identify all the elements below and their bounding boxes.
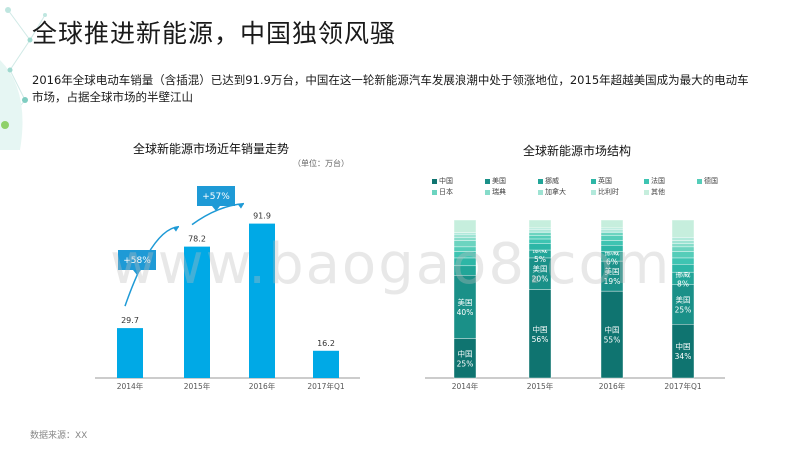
tick-label: 2015年 <box>184 381 211 391</box>
segment-label: 25% <box>675 306 692 315</box>
stack-segment <box>671 251 695 259</box>
stack-segment <box>671 243 695 248</box>
stack-segment <box>600 219 624 229</box>
segment-label: 25% <box>457 359 474 368</box>
tick-label: 2015年 <box>527 381 554 391</box>
tick-label: 2016年 <box>599 381 626 391</box>
left-chart-title: 全球新能源市场近年销量走势 <box>133 142 290 156</box>
legend-swatch <box>432 189 437 195</box>
data-label: 91.9 <box>253 212 271 221</box>
segment-label: 中国 <box>458 348 473 358</box>
stack-segment <box>453 338 477 379</box>
segment-label: 中国 <box>676 341 691 351</box>
legend-item: 挪威 <box>538 176 559 186</box>
segment-label: 中国 <box>533 324 548 334</box>
watermark-text: www.baogao8.com <box>110 232 672 297</box>
stack-segment <box>671 284 695 325</box>
tick-label: 2017年Q1 <box>307 381 344 391</box>
legend-item: 比利时 <box>591 187 619 197</box>
segment-label: 8% <box>677 279 689 288</box>
tick-label: 2014年 <box>452 381 479 391</box>
stack-segment <box>671 246 695 252</box>
tick-label: 2016年 <box>249 381 276 391</box>
network-decoration <box>0 7 47 150</box>
stack-segment <box>671 264 695 273</box>
legend-swatch <box>591 178 596 184</box>
legend-swatch <box>538 178 543 184</box>
stack-segment <box>671 237 695 241</box>
stack-segment <box>600 227 624 230</box>
segment-label: 56% <box>532 335 549 344</box>
legend-swatch <box>697 178 702 184</box>
growth-arrow <box>191 202 245 226</box>
bar <box>313 350 339 378</box>
right-chart-title: 全球新能源市场结构 <box>523 144 632 158</box>
segment-label: 34% <box>675 352 692 361</box>
bar <box>117 328 143 378</box>
legend-item: 加拿大 <box>538 187 566 197</box>
tick-label: 2017年Q1 <box>664 381 701 391</box>
stack-segment <box>671 240 695 244</box>
segment-label: 55% <box>604 336 621 345</box>
legend-swatch <box>591 189 596 195</box>
growth-callout <box>197 186 235 206</box>
legend-swatch <box>644 189 649 195</box>
stack-segment <box>528 227 552 230</box>
legend-item: 中国 <box>432 176 453 186</box>
tick-label: 2014年 <box>117 381 144 391</box>
stack-segment <box>528 229 552 232</box>
callout-pointer <box>212 206 220 211</box>
legend-label: 其他 <box>651 188 665 196</box>
stack-segment <box>453 219 477 233</box>
legend-label: 加拿大 <box>545 188 566 196</box>
legend-label: 比利时 <box>598 188 619 196</box>
legend-swatch <box>485 178 490 184</box>
legend-item: 英国 <box>591 176 612 186</box>
legend-label: 法国 <box>651 177 665 185</box>
legend-label: 德国 <box>704 177 718 185</box>
stack-segment <box>671 324 695 379</box>
legend-item: 法国 <box>644 176 665 186</box>
legend-item: 德国 <box>697 176 718 186</box>
segment-label: 美国 <box>458 297 473 307</box>
legend-label: 美国 <box>492 177 506 185</box>
stack-segment <box>528 289 552 379</box>
page-title: 全球推进新能源，中国独领风骚 <box>32 19 397 48</box>
stack-segment <box>671 271 695 285</box>
legend-swatch <box>432 178 437 184</box>
legend-item: 美国 <box>485 176 506 186</box>
growth-label: +57% <box>202 192 230 202</box>
legend-swatch <box>538 189 543 195</box>
legend-item: 瑞典 <box>485 187 506 197</box>
stack-segment <box>600 229 624 232</box>
data-label: 29.7 <box>121 316 139 325</box>
legend-label: 中国 <box>439 177 453 185</box>
legend-label: 瑞典 <box>492 188 506 196</box>
segment-label: 挪威 <box>676 268 691 278</box>
segment-label: 中国 <box>605 325 620 335</box>
legend-swatch <box>485 189 490 195</box>
intro-text: 2016年全球电动车销量（含插混）已达到91.9万台，中国在这一轮新能源汽车发展… <box>32 73 749 104</box>
legend-item: 其他 <box>644 187 665 197</box>
data-source: 数据来源：XX <box>30 431 88 441</box>
stack-segment <box>671 257 695 265</box>
legend-label: 英国 <box>598 177 612 185</box>
legend-label: 日本 <box>439 188 453 196</box>
legend-item: 日本 <box>432 187 453 197</box>
arrow-head <box>173 226 179 232</box>
segment-label: 40% <box>457 308 474 317</box>
stack-segment <box>671 219 695 238</box>
arrow-head <box>238 203 244 209</box>
legend-swatch <box>644 178 649 184</box>
segment-label: 美国 <box>676 295 691 305</box>
stack-segment <box>528 219 552 229</box>
left-chart-unit: （单位：万台） <box>293 159 349 168</box>
stack-segment <box>600 290 624 379</box>
legend-label: 挪威 <box>545 177 559 185</box>
data-label: 16.2 <box>317 339 335 348</box>
